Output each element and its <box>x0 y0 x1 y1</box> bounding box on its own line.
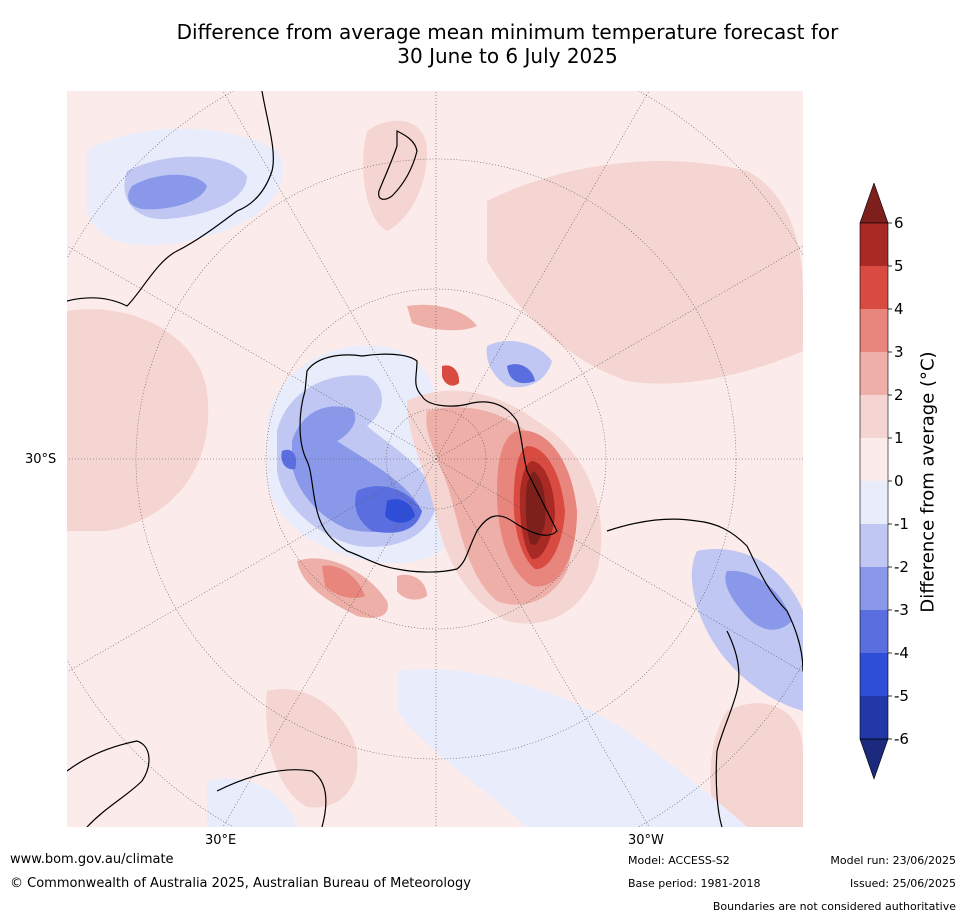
title-line-1: Difference from average mean minimum tem… <box>176 20 839 44</box>
model-run-text: Model run: 23/06/2025 <box>830 854 956 867</box>
website-link[interactable]: www.bom.gov.au/climate <box>10 852 174 867</box>
colorbar-extend-bottom <box>859 738 889 780</box>
colorbar-tick-label: -1 <box>894 515 909 533</box>
colorbar-tick-label: 5 <box>894 257 904 275</box>
lon-label-30e: 30°E <box>205 833 237 848</box>
colorbar-tick-label: 4 <box>894 300 904 318</box>
colorbar-band <box>860 266 888 309</box>
lon-label-30w: 30°W <box>628 833 664 848</box>
colorbar-tick-label: 0 <box>894 472 904 490</box>
colorbar-title: Difference from average (°C) <box>917 351 939 613</box>
title-line-2: 30 June to 6 July 2025 <box>397 44 618 68</box>
colorbar-tick-label: -4 <box>894 644 909 662</box>
colorbar-band <box>860 653 888 696</box>
polar-map <box>67 91 803 827</box>
colorbar-svg: 6 5 4 3 2 1 0 -1 -2 -3 -4 -5 -6 <box>859 182 909 780</box>
anomaly-map-svg <box>67 91 803 827</box>
map-title: Difference from average mean minimum tem… <box>60 20 955 68</box>
colorbar-tick-label: -5 <box>894 687 909 705</box>
colorbar-band <box>860 567 888 610</box>
colorbar-extend-top <box>859 182 889 224</box>
colorbar-band <box>860 524 888 567</box>
colorbar-band <box>860 395 888 438</box>
colorbar-band <box>860 223 888 266</box>
copyright-text: © Commonwealth of Australia 2025, Austra… <box>10 876 471 891</box>
colorbar-band <box>860 481 888 524</box>
base-period-text: Base period: 1981-2018 <box>628 877 761 890</box>
issued-text: Issued: 25/06/2025 <box>849 877 956 890</box>
colorbar-tick-label: -6 <box>894 730 909 748</box>
colorbar-band <box>860 438 888 481</box>
colorbar-tick-label: 2 <box>894 386 904 404</box>
colorbar-tick-label: -2 <box>894 558 909 576</box>
colorbar-band <box>860 696 888 739</box>
colorbar-tick-label: 3 <box>894 343 904 361</box>
disclaimer-text: Boundaries are not considered authoritat… <box>712 900 956 913</box>
lat-label-30s: 30°S <box>25 452 57 467</box>
colorbar-tick-label: -3 <box>894 601 909 619</box>
colorbar-band <box>860 352 888 395</box>
model-text: Model: ACCESS-S2 <box>628 854 730 867</box>
colorbar-band <box>860 309 888 352</box>
colorbar-band <box>860 610 888 653</box>
colorbar-tick-label: 6 <box>894 214 904 232</box>
colorbar: 6 5 4 3 2 1 0 -1 -2 -3 -4 -5 -6 <box>858 182 965 783</box>
colorbar-tick-label: 1 <box>894 429 904 447</box>
